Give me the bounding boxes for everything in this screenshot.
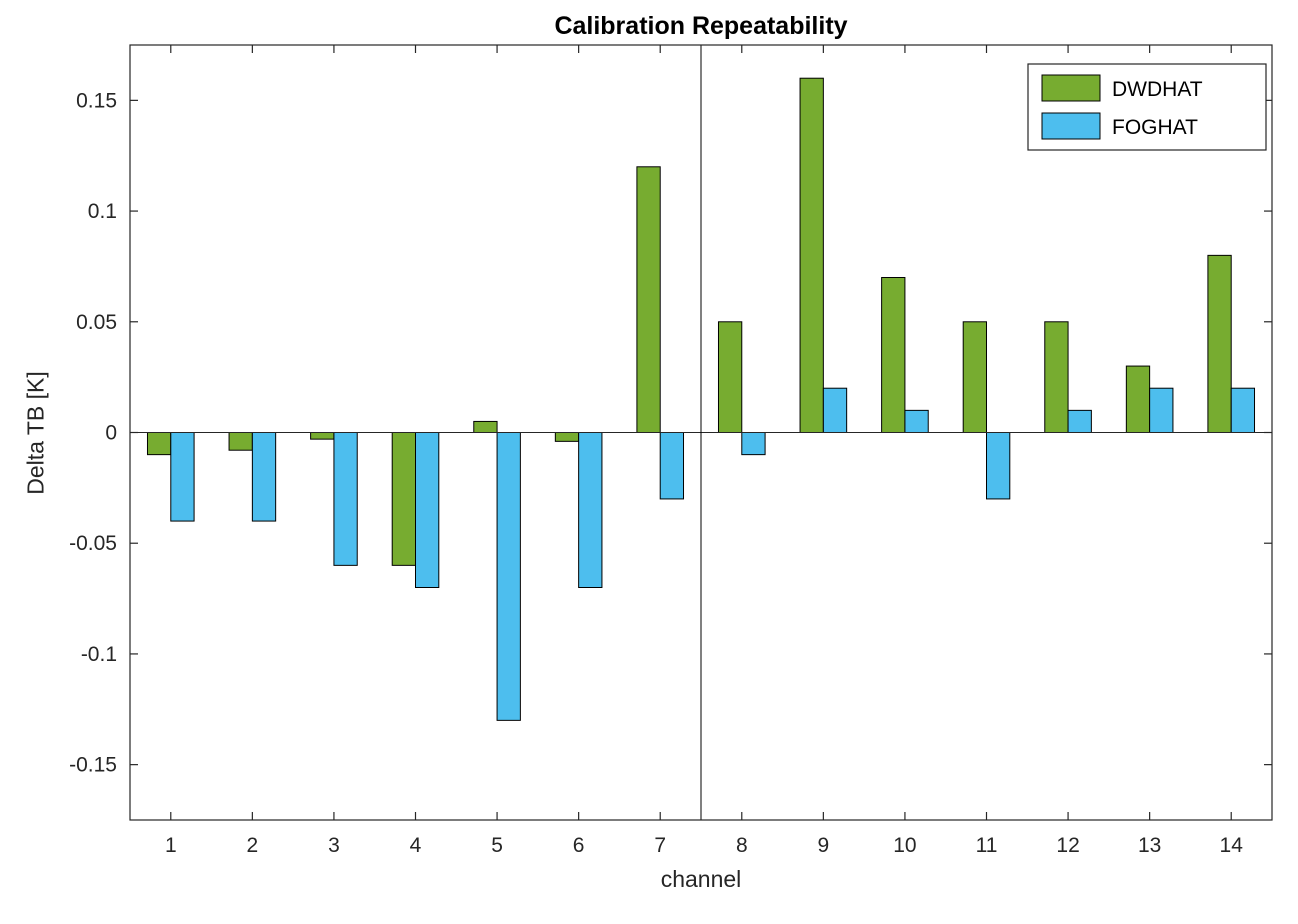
bar-dwdhat-ch3 <box>310 432 335 440</box>
x-tick-label: 11 <box>976 834 998 857</box>
y-tick-label: -0.1 <box>81 643 117 666</box>
x-tick-label: 6 <box>573 834 585 857</box>
chart-title: Calibration Repeatability <box>554 12 848 40</box>
bar-foghat-ch14 <box>1230 387 1256 433</box>
legend-swatch-foghat <box>1041 112 1101 140</box>
x-tick-label: 8 <box>736 834 748 857</box>
bar-dwdhat-ch7 <box>636 166 661 433</box>
bar-dwdhat-ch14 <box>1207 254 1232 433</box>
x-tick-label: 3 <box>328 834 340 857</box>
x-tick-label: 12 <box>1056 834 1079 857</box>
x-tick-label: 4 <box>410 834 422 857</box>
bar-dwdhat-ch13 <box>1125 365 1151 434</box>
bar-dwdhat-ch2 <box>228 432 253 451</box>
bar-dwdhat-ch8 <box>717 321 743 434</box>
bar-foghat-ch2 <box>251 432 277 522</box>
bar-foghat-ch9 <box>822 387 848 433</box>
y-tick-label: 0.05 <box>76 311 117 334</box>
bar-dwdhat-ch4 <box>391 432 417 566</box>
bar-dwdhat-ch12 <box>1044 321 1069 434</box>
bar-dwdhat-ch1 <box>146 432 172 456</box>
legend-swatch-dwdhat <box>1041 74 1101 102</box>
x-tick-label: 14 <box>1220 834 1244 857</box>
y-tick-label: -0.15 <box>69 754 117 777</box>
bar-dwdhat-ch9 <box>799 77 824 434</box>
bar-foghat-ch8 <box>741 432 766 456</box>
bar-dwdhat-ch11 <box>962 321 988 434</box>
legend-label-dwdhat: DWDHAT <box>1112 78 1203 101</box>
bar-foghat-ch11 <box>986 432 1011 500</box>
y-tick-label: 0 <box>105 422 117 445</box>
bar-foghat-ch10 <box>904 409 929 433</box>
x-tick-label: 5 <box>491 834 503 857</box>
x-tick-label: 10 <box>893 834 916 857</box>
bar-foghat-ch5 <box>496 432 521 721</box>
x-tick-label: 2 <box>247 834 259 857</box>
bar-foghat-ch4 <box>415 432 440 588</box>
bar-dwdhat-ch5 <box>473 420 498 433</box>
bar-foghat-ch12 <box>1067 409 1092 433</box>
bar-foghat-ch13 <box>1149 387 1174 433</box>
y-tick-label: 0.1 <box>88 200 117 223</box>
legend-label-foghat: FOGHAT <box>1112 116 1198 139</box>
x-tick-label: 7 <box>654 834 666 857</box>
x-tick-label: 9 <box>818 834 830 857</box>
bar-foghat-ch7 <box>659 432 685 500</box>
bar-dwdhat-ch6 <box>554 432 580 442</box>
x-tick-label: 13 <box>1138 834 1161 857</box>
bar-foghat-ch1 <box>170 432 195 522</box>
y-tick-label: 0.15 <box>76 89 117 112</box>
bar-foghat-ch3 <box>333 432 358 566</box>
x-tick-label: 1 <box>165 834 177 857</box>
x-axis-label: channel <box>660 866 742 892</box>
bar-foghat-ch6 <box>578 432 603 588</box>
y-tick-label: -0.05 <box>69 532 117 555</box>
bar-dwdhat-ch10 <box>881 277 906 433</box>
